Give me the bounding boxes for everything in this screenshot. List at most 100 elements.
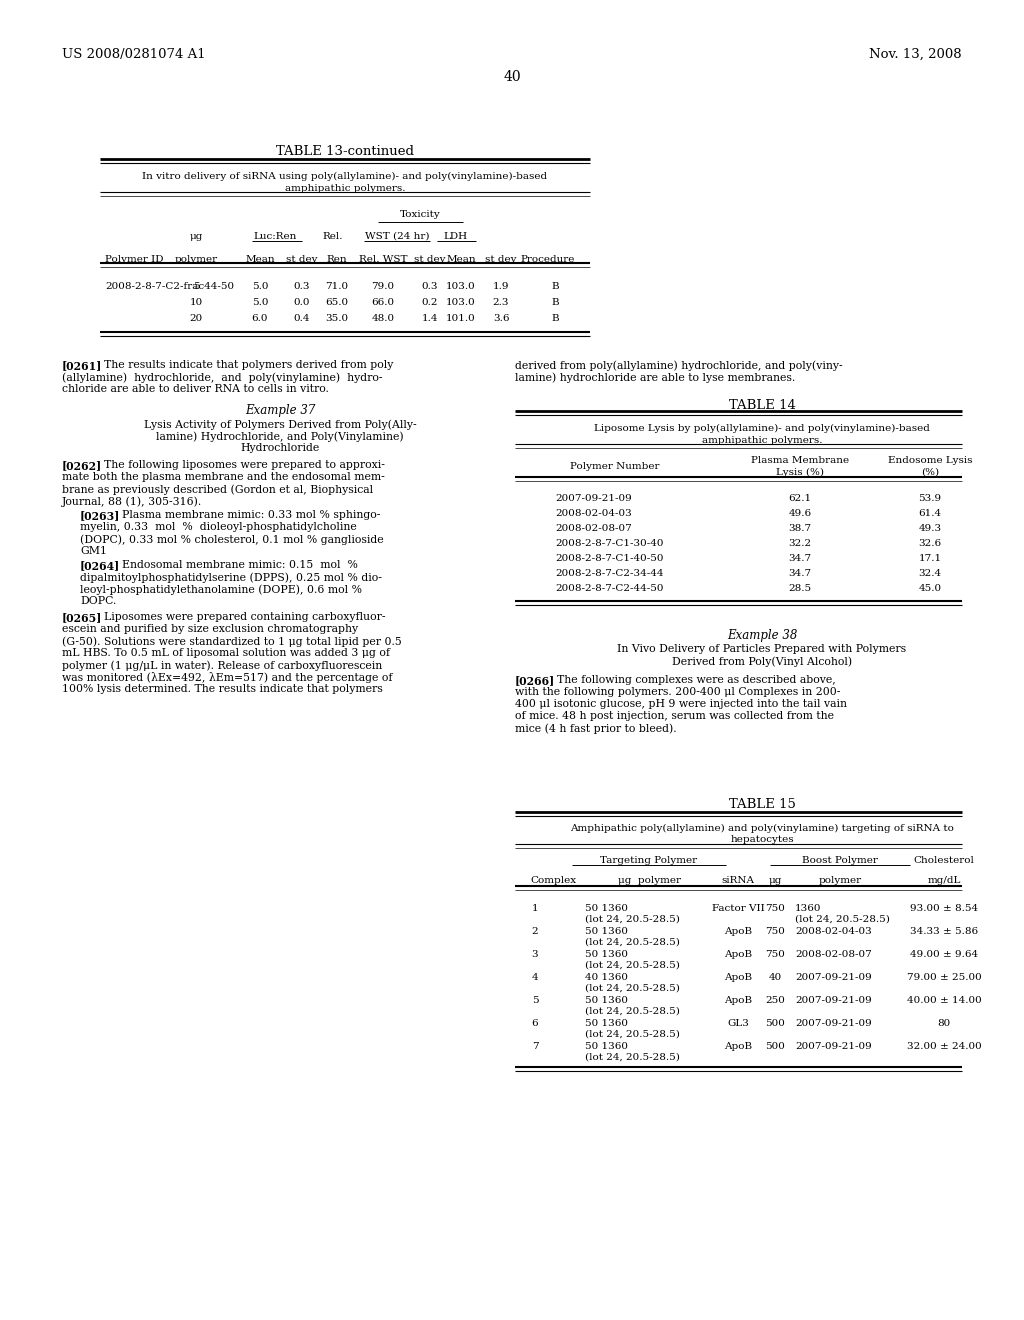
- Text: amphipathic polymers.: amphipathic polymers.: [701, 436, 822, 445]
- Text: 2007-09-21-09: 2007-09-21-09: [795, 997, 871, 1005]
- Text: [0266]: [0266]: [515, 675, 555, 686]
- Text: TABLE 14: TABLE 14: [728, 399, 796, 412]
- Text: Liposomes were prepared containing carboxyfluor-: Liposomes were prepared containing carbo…: [104, 612, 385, 622]
- Text: (%): (%): [921, 469, 939, 477]
- Text: mate both the plasma membrane and the endosomal mem-: mate both the plasma membrane and the en…: [62, 473, 385, 482]
- Text: TABLE 13-continued: TABLE 13-continued: [276, 145, 414, 158]
- Text: 32.2: 32.2: [788, 539, 812, 548]
- Text: Boost Polymer: Boost Polymer: [802, 855, 878, 865]
- Text: mL HBS. To 0.5 mL of liposomal solution was added 3 μg of: mL HBS. To 0.5 mL of liposomal solution …: [62, 648, 390, 657]
- Text: Factor VII: Factor VII: [712, 904, 764, 913]
- Text: 49.00 ± 9.64: 49.00 ± 9.64: [910, 950, 978, 960]
- Text: 80: 80: [937, 1019, 950, 1028]
- Text: 1: 1: [531, 904, 539, 913]
- Text: 62.1: 62.1: [788, 494, 812, 503]
- Text: 2008-2-8-7-C2-34-44: 2008-2-8-7-C2-34-44: [555, 569, 664, 578]
- Text: st dev: st dev: [415, 255, 445, 264]
- Text: LDH: LDH: [444, 232, 468, 242]
- Text: 5.0: 5.0: [252, 298, 268, 308]
- Text: Hydrochloride: Hydrochloride: [241, 444, 319, 453]
- Text: 6: 6: [531, 1019, 539, 1028]
- Text: 79.00 ± 25.00: 79.00 ± 25.00: [906, 973, 981, 982]
- Text: 17.1: 17.1: [919, 554, 941, 564]
- Text: 32.4: 32.4: [919, 569, 941, 578]
- Text: Toxicity: Toxicity: [399, 210, 440, 219]
- Text: 93.00 ± 8.54: 93.00 ± 8.54: [910, 904, 978, 913]
- Text: Rel.: Rel.: [323, 232, 343, 242]
- Text: ApoB: ApoB: [724, 997, 752, 1005]
- Text: of mice. 48 h post injection, serum was collected from the: of mice. 48 h post injection, serum was …: [515, 711, 834, 721]
- Text: 28.5: 28.5: [788, 583, 812, 593]
- Text: 250: 250: [765, 997, 785, 1005]
- Text: Targeting Polymer: Targeting Polymer: [600, 855, 697, 865]
- Text: 40: 40: [768, 973, 781, 982]
- Text: WST (24 hr): WST (24 hr): [365, 232, 429, 242]
- Text: (lot 24, 20.5-28.5): (lot 24, 20.5-28.5): [585, 915, 680, 924]
- Text: 40: 40: [503, 70, 521, 84]
- Text: (G-50). Solutions were standardized to 1 μg total lipid per 0.5: (G-50). Solutions were standardized to 1…: [62, 636, 401, 647]
- Text: dipalmitoylphosphatidylserine (DPPS), 0.25 mol % dio-: dipalmitoylphosphatidylserine (DPPS), 0.…: [80, 572, 382, 582]
- Text: 4: 4: [531, 973, 539, 982]
- Text: with the following polymers. 200-400 μl Complexes in 200-: with the following polymers. 200-400 μl …: [515, 686, 841, 697]
- Text: (lot 24, 20.5-28.5): (lot 24, 20.5-28.5): [585, 939, 680, 946]
- Text: 3: 3: [531, 950, 539, 960]
- Text: μg  polymer: μg polymer: [617, 876, 681, 884]
- Text: Ren: Ren: [327, 255, 347, 264]
- Text: (lot 24, 20.5-28.5): (lot 24, 20.5-28.5): [585, 1030, 680, 1039]
- Text: 2007-09-21-09: 2007-09-21-09: [795, 1019, 871, 1028]
- Text: Procedure: Procedure: [521, 255, 575, 264]
- Text: 1360: 1360: [795, 904, 821, 913]
- Text: [0263]: [0263]: [80, 510, 121, 521]
- Text: 2007-09-21-09: 2007-09-21-09: [795, 973, 871, 982]
- Text: escein and purified by size exclusion chromatography: escein and purified by size exclusion ch…: [62, 624, 358, 634]
- Text: Rel. WST: Rel. WST: [358, 255, 408, 264]
- Text: [0261]: [0261]: [62, 360, 102, 371]
- Text: 49.3: 49.3: [919, 524, 941, 533]
- Text: 79.0: 79.0: [372, 282, 394, 290]
- Text: 750: 750: [765, 927, 785, 936]
- Text: In vitro delivery of siRNA using poly(allylamine)- and poly(vinylamine)-based: In vitro delivery of siRNA using poly(al…: [142, 172, 548, 181]
- Text: Cholesterol: Cholesterol: [913, 855, 975, 865]
- Text: 2008-02-04-03: 2008-02-04-03: [795, 927, 871, 936]
- Text: brane as previously described (Gordon et al, Biophysical: brane as previously described (Gordon et…: [62, 484, 373, 495]
- Text: Mean: Mean: [245, 255, 274, 264]
- Text: B: B: [551, 298, 559, 308]
- Text: Luc:Ren: Luc:Ren: [253, 232, 297, 242]
- Text: 32.6: 32.6: [919, 539, 941, 548]
- Text: 32.00 ± 24.00: 32.00 ± 24.00: [906, 1041, 981, 1051]
- Text: 40 1360: 40 1360: [585, 973, 628, 982]
- Text: 50 1360: 50 1360: [585, 904, 628, 913]
- Text: (lot 24, 20.5-28.5): (lot 24, 20.5-28.5): [585, 1053, 680, 1063]
- Text: The following liposomes were prepared to approxi-: The following liposomes were prepared to…: [104, 459, 385, 470]
- Text: (lot 24, 20.5-28.5): (lot 24, 20.5-28.5): [585, 961, 680, 970]
- Text: mg/dL: mg/dL: [928, 876, 961, 884]
- Text: 2.3: 2.3: [493, 298, 509, 308]
- Text: 7: 7: [531, 1041, 539, 1051]
- Text: Lysis Activity of Polymers Derived from Poly(Ally-: Lysis Activity of Polymers Derived from …: [143, 418, 417, 429]
- Text: 34.7: 34.7: [788, 554, 812, 564]
- Text: Mean: Mean: [446, 255, 476, 264]
- Text: polymer (1 μg/μL in water). Release of carboxyfluorescein: polymer (1 μg/μL in water). Release of c…: [62, 660, 382, 671]
- Text: μg: μg: [768, 876, 781, 884]
- Text: Liposome Lysis by poly(allylamine)- and poly(vinylamine)-based: Liposome Lysis by poly(allylamine)- and …: [594, 424, 930, 433]
- Text: 48.0: 48.0: [372, 314, 394, 323]
- Text: Polymer ID: Polymer ID: [105, 255, 164, 264]
- Text: was monitored (λEx=492, λEm=517) and the percentage of: was monitored (λEx=492, λEm=517) and the…: [62, 672, 392, 682]
- Text: mice (4 h fast prior to bleed).: mice (4 h fast prior to bleed).: [515, 723, 677, 734]
- Text: B: B: [551, 282, 559, 290]
- Text: Plasma membrane mimic: 0.33 mol % sphingo-: Plasma membrane mimic: 0.33 mol % sphing…: [122, 510, 380, 520]
- Text: In Vivo Delivery of Particles Prepared with Polymers: In Vivo Delivery of Particles Prepared w…: [617, 644, 906, 653]
- Text: 40.00 ± 14.00: 40.00 ± 14.00: [906, 997, 981, 1005]
- Text: 2008-02-04-03: 2008-02-04-03: [555, 510, 632, 517]
- Text: 0.4: 0.4: [294, 314, 310, 323]
- Text: DOPC.: DOPC.: [80, 597, 117, 606]
- Text: 500: 500: [765, 1019, 785, 1028]
- Text: 100% lysis determined. The results indicate that polymers: 100% lysis determined. The results indic…: [62, 684, 383, 694]
- Text: 0.3: 0.3: [294, 282, 310, 290]
- Text: 53.9: 53.9: [919, 494, 941, 503]
- Text: Journal, 88 (1), 305-316).: Journal, 88 (1), 305-316).: [62, 496, 203, 507]
- Text: leoyl-phosphatidylethanolamine (DOPE), 0.6 mol %: leoyl-phosphatidylethanolamine (DOPE), 0…: [80, 583, 362, 594]
- Text: siRNA: siRNA: [722, 876, 755, 884]
- Text: chloride are able to deliver RNA to cells in vitro.: chloride are able to deliver RNA to cell…: [62, 384, 329, 393]
- Text: 1.4: 1.4: [422, 314, 438, 323]
